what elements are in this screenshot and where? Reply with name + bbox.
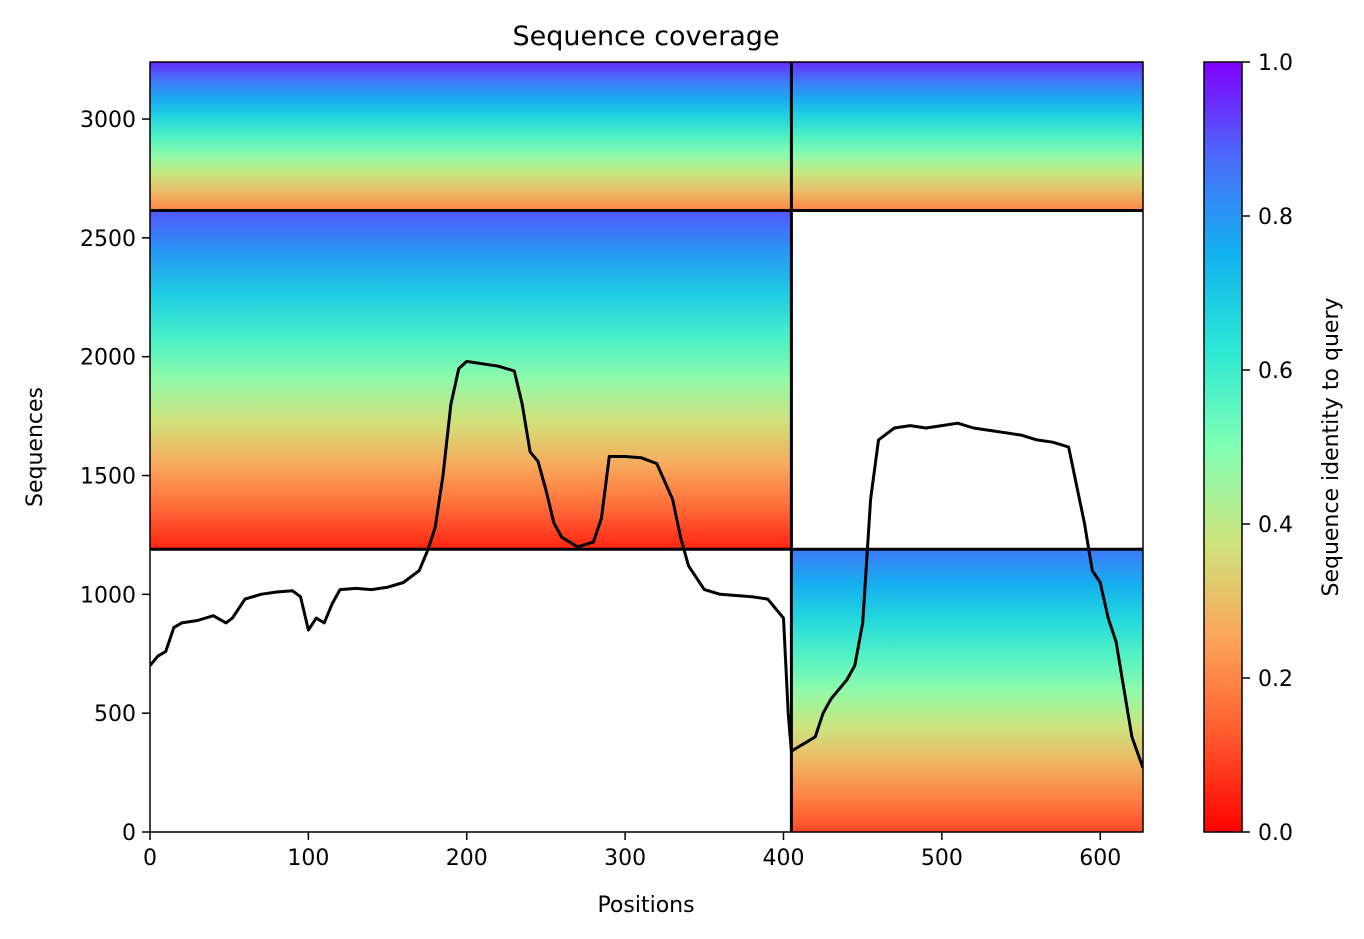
colorbar-tick-label: 0.0	[1258, 821, 1293, 846]
x-tick-label: 400	[762, 846, 804, 871]
x-tick-label: 600	[1079, 846, 1121, 871]
colorbar-title: Sequence identity to query	[1319, 297, 1344, 596]
x-tick-label: 500	[921, 846, 963, 871]
x-axis-ticks: 0 100 200 300 400 500 600	[143, 832, 1121, 871]
colorbar-tick-label: 0.4	[1258, 513, 1293, 538]
colorbar-tick-label: 0.6	[1258, 359, 1293, 384]
y-tick-label: 0	[122, 821, 136, 846]
x-tick-label: 100	[287, 846, 329, 871]
chart-title: Sequence coverage	[512, 21, 779, 52]
y-tick-label: 1500	[80, 465, 136, 490]
colorbar: 0.0 0.2 0.4 0.6 0.8 1.0 Sequence identity to …	[1203, 51, 1344, 846]
heatmap-block	[791, 549, 1143, 832]
x-tick-label: 0	[143, 846, 157, 871]
plot-frame	[149, 61, 1144, 833]
x-axis-title: Positions	[597, 893, 694, 918]
colorbar-tick-label: 0.2	[1258, 667, 1293, 692]
y-tick-label: 2000	[80, 346, 136, 371]
x-tick-label: 200	[446, 846, 488, 871]
colorbar-gradient	[1203, 61, 1243, 833]
y-axis-ticks: 0 500 1000 1500 2000 2500 3000	[80, 108, 150, 846]
chain-boundaries	[150, 62, 1143, 832]
colorbar-ticks: 0.0 0.2 0.4 0.6 0.8 1.0	[1242, 51, 1293, 846]
x-tick-label: 300	[604, 846, 646, 871]
coverage-heatmap	[150, 62, 1143, 832]
y-tick-label: 2500	[80, 227, 136, 252]
coverage-line	[150, 359, 1143, 769]
heatmap-block	[150, 210, 792, 550]
y-tick-label: 3000	[80, 108, 136, 133]
heatmap-block	[150, 62, 792, 211]
y-tick-label: 500	[94, 702, 136, 727]
heatmap-block	[791, 62, 1143, 211]
colorbar-tick-label: 0.8	[1258, 205, 1293, 230]
y-tick-label: 1000	[80, 583, 136, 608]
coverage-line-layer	[150, 359, 1143, 769]
colorbar-tick-label: 1.0	[1258, 51, 1293, 76]
y-axis-title: Sequences	[23, 387, 48, 507]
